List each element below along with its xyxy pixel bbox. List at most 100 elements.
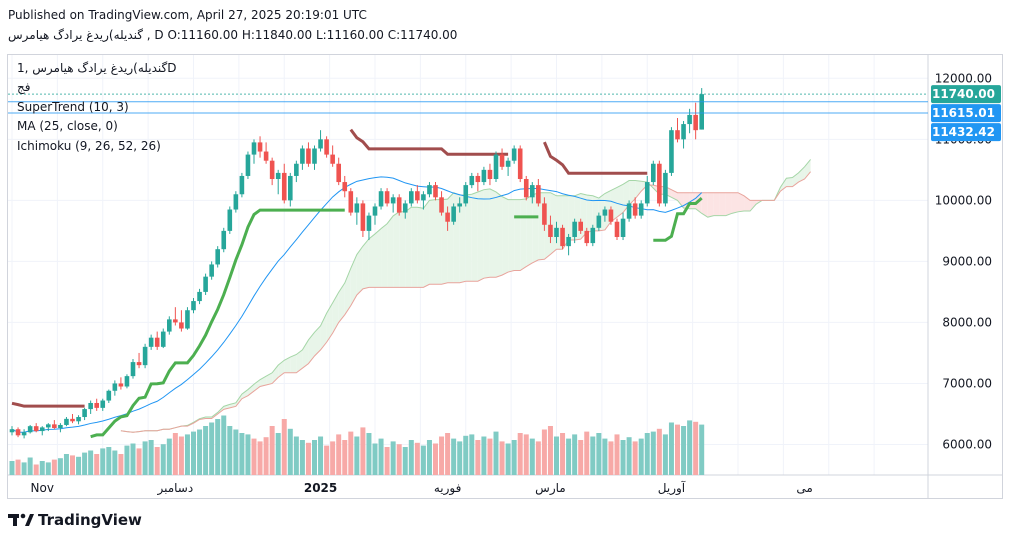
tradingview-logo[interactable]: TradingView <box>8 511 142 529</box>
candle-up[interactable] <box>469 175 475 186</box>
candle-up[interactable] <box>366 215 372 231</box>
candle-up[interactable] <box>124 376 130 387</box>
candle-up[interactable] <box>663 172 668 204</box>
candle-up[interactable] <box>275 172 281 180</box>
candle-up[interactable] <box>64 418 69 425</box>
candle-up[interactable] <box>681 124 686 140</box>
candle-up[interactable] <box>130 362 136 377</box>
candle-down[interactable] <box>306 148 311 164</box>
candle-up[interactable] <box>390 197 396 204</box>
candle-down[interactable] <box>499 154 505 167</box>
candle-up[interactable] <box>457 203 462 207</box>
candle-up[interactable] <box>142 346 148 366</box>
candle-up[interactable] <box>76 417 81 422</box>
candle-up[interactable] <box>421 194 426 201</box>
candle-down[interactable] <box>487 169 493 180</box>
candle-down[interactable] <box>257 142 263 152</box>
candle-up[interactable] <box>215 249 220 265</box>
candle-up[interactable] <box>167 319 172 332</box>
candle-up[interactable] <box>427 185 432 195</box>
candle-up[interactable] <box>221 230 227 250</box>
candle-up[interactable] <box>620 218 626 237</box>
candle-up[interactable] <box>596 215 602 228</box>
candle-down[interactable] <box>70 418 75 422</box>
candle-up[interactable] <box>9 429 15 433</box>
candle-down[interactable] <box>324 139 329 155</box>
candle-up[interactable] <box>566 236 571 247</box>
candle-down[interactable] <box>136 362 142 366</box>
candle-down[interactable] <box>348 191 354 213</box>
candle-up[interactable] <box>300 148 305 164</box>
candle-down[interactable] <box>179 322 184 329</box>
candle-up[interactable] <box>402 203 408 213</box>
candle-up[interactable] <box>148 337 154 347</box>
candle-down[interactable] <box>560 227 565 247</box>
candle-up[interactable] <box>511 148 517 161</box>
candle-down[interactable] <box>614 221 620 237</box>
legend-ma[interactable]: MA (25, close, 0) <box>17 119 118 133</box>
candle-up[interactable] <box>481 169 487 183</box>
candle-down[interactable] <box>657 163 662 204</box>
candle-down[interactable] <box>445 212 450 222</box>
candle-up[interactable] <box>251 142 257 155</box>
candle-down[interactable] <box>578 221 583 231</box>
candle-down[interactable] <box>433 185 438 198</box>
candle-down[interactable] <box>360 203 366 231</box>
candle-down[interactable] <box>118 383 124 387</box>
candle-up[interactable] <box>378 191 384 207</box>
candle-down[interactable] <box>173 319 178 323</box>
candle-down[interactable] <box>33 426 39 432</box>
candle-down[interactable] <box>336 163 341 183</box>
candle-up[interactable] <box>463 185 469 204</box>
candle-up[interactable] <box>294 163 299 176</box>
candle-down[interactable] <box>517 148 523 180</box>
candle-down[interactable] <box>154 337 160 347</box>
candle-down[interactable] <box>269 160 275 180</box>
candle-up[interactable] <box>409 191 414 204</box>
candle-down[interactable] <box>94 402 99 408</box>
candle-up[interactable] <box>58 424 63 429</box>
candle-down[interactable] <box>548 224 553 237</box>
candle-up[interactable] <box>100 400 106 408</box>
candle-down[interactable] <box>584 230 590 244</box>
candle-up[interactable] <box>530 185 535 198</box>
candle-up[interactable] <box>203 276 208 292</box>
candle-down[interactable] <box>693 114 698 131</box>
candle-up[interactable] <box>185 310 190 329</box>
candle-up[interactable] <box>106 390 112 401</box>
candle-up[interactable] <box>39 427 45 432</box>
candle-down[interactable] <box>330 154 335 164</box>
candle-down[interactable] <box>439 197 444 213</box>
candle-down[interactable] <box>523 179 529 198</box>
candle-up[interactable] <box>233 194 239 210</box>
candle-up[interactable] <box>27 426 33 433</box>
candle-up[interactable] <box>699 94 704 130</box>
candle-down[interactable] <box>632 203 638 216</box>
candle-up[interactable] <box>288 175 293 201</box>
chart-area[interactable]: 6000.007000.008000.009000.0010000.001100… <box>7 54 1003 499</box>
candle-down[interactable] <box>536 185 541 204</box>
candle-up[interactable] <box>451 206 456 222</box>
candle-up[interactable] <box>638 203 644 216</box>
legend-supertrend[interactable]: SuperTrend (10, 3) <box>17 100 129 114</box>
candle-down[interactable] <box>415 191 420 201</box>
candle-up[interactable] <box>372 206 378 216</box>
candle-up[interactable] <box>191 301 196 311</box>
candle-up[interactable] <box>493 154 499 180</box>
candle-up[interactable] <box>312 148 317 164</box>
candle-down[interactable] <box>15 429 21 436</box>
candle-up[interactable] <box>354 203 360 213</box>
candle-down[interactable] <box>608 209 614 222</box>
candle-up[interactable] <box>626 203 632 219</box>
candle-up[interactable] <box>197 291 202 302</box>
candle-up[interactable] <box>554 227 559 237</box>
candle-up[interactable] <box>318 139 323 149</box>
candle-up[interactable] <box>572 221 577 237</box>
candle-down[interactable] <box>263 151 269 161</box>
chart-canvas[interactable]: 6000.007000.008000.009000.0010000.001100… <box>8 55 1003 499</box>
candle-up[interactable] <box>245 154 251 176</box>
candle-down[interactable] <box>396 197 402 213</box>
candle-down[interactable] <box>542 203 547 225</box>
candle-down[interactable] <box>475 175 481 183</box>
candle-up[interactable] <box>590 227 596 244</box>
